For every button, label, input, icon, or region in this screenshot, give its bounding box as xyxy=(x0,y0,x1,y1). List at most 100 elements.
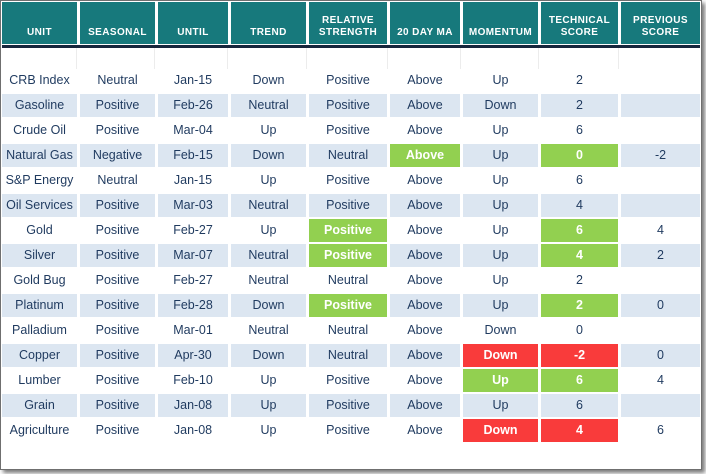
cell-until-lumber: Feb-10 xyxy=(158,369,228,392)
cell-seasonal-natural-gas: Negative xyxy=(80,144,155,167)
table-row-grain: Grain Positive Jan-08 Up Positive Above Up 6 xyxy=(2,394,700,417)
cell-20-day-ma-agriculture: Above xyxy=(390,419,460,442)
cell-seasonal-silver: Positive xyxy=(80,244,155,267)
cell-until-crude-oil: Mar-04 xyxy=(158,119,228,142)
cell-previous-score-natural-gas: -2 xyxy=(621,144,700,167)
cell-relative-strength-natural-gas: Neutral xyxy=(309,144,387,167)
cell-unit-crb-index: CRB Index xyxy=(2,69,77,92)
cell-20-day-ma-gold: Above xyxy=(390,219,460,242)
cell-seasonal-palladium: Positive xyxy=(80,319,155,342)
table-row-lumber: Lumber Positive Feb-10 Up Positive Above Up 6 4 xyxy=(2,369,700,392)
cell-trend-natural-gas: Down xyxy=(231,144,306,167)
cell-unit-copper: Copper xyxy=(2,344,77,367)
cell-momentum-palladium: Down xyxy=(463,319,538,342)
spacer-cell xyxy=(80,48,156,69)
cell-20-day-ma-silver: Above xyxy=(390,244,460,267)
cell-seasonal-agriculture: Positive xyxy=(80,419,155,442)
cell-technical-score-gasoline: 2 xyxy=(541,94,618,117)
table-row-crude-oil: Crude Oil Positive Mar-04 Up Positive Above Up… xyxy=(2,119,700,142)
cell-unit-silver: Silver xyxy=(2,244,77,267)
table-row-gold: Gold Positive Feb-27 Up Positive Above Up 6 4 xyxy=(2,219,700,242)
cell-until-silver: Mar-07 xyxy=(158,244,228,267)
spacer-cell xyxy=(391,48,461,69)
cell-previous-score-copper: 0 xyxy=(621,344,700,367)
cell-technical-score-gold: 6 xyxy=(541,219,618,242)
cell-relative-strength-crude-oil: Positive xyxy=(309,119,387,142)
cell-seasonal-gasoline: Positive xyxy=(80,94,155,117)
cell-unit-s-p-energy: S&P Energy xyxy=(2,169,77,192)
cell-trend-gold: Up xyxy=(231,219,306,242)
cell-trend-oil-services: Neutral xyxy=(231,194,306,217)
cell-20-day-ma-s-p-energy: Above xyxy=(390,169,460,192)
cell-20-day-ma-copper: Above xyxy=(390,344,460,367)
cell-20-day-ma-natural-gas: Above xyxy=(390,144,460,167)
spacer-cell xyxy=(542,48,619,69)
cell-until-copper: Apr-30 xyxy=(158,344,228,367)
cell-relative-strength-oil-services: Positive xyxy=(309,194,387,217)
cell-unit-crude-oil: Crude Oil xyxy=(2,119,77,142)
cell-trend-palladium: Neutral xyxy=(231,319,306,342)
cell-technical-score-agriculture: 4 xyxy=(541,419,618,442)
table-row-natural-gas: Natural Gas Negative Feb-15 Down Neutral Abov… xyxy=(2,144,700,167)
spacer-cell xyxy=(2,48,78,69)
cell-previous-score-silver: 2 xyxy=(621,244,700,267)
cell-relative-strength-agriculture: Positive xyxy=(309,419,387,442)
spacer-cell xyxy=(464,48,539,69)
table-row-crb-index: CRB Index Neutral Jan-15 Down Positive Above U… xyxy=(2,69,700,92)
cell-seasonal-copper: Positive xyxy=(80,344,155,367)
table-row-agriculture: Agriculture Positive Jan-08 Up Positive Above… xyxy=(2,419,700,442)
cell-unit-grain: Grain xyxy=(2,394,77,417)
cell-relative-strength-copper: Neutral xyxy=(309,344,387,367)
cell-seasonal-lumber: Positive xyxy=(80,369,155,392)
cell-technical-score-lumber: 6 xyxy=(541,369,618,392)
cell-relative-strength-gold: Positive xyxy=(309,219,387,242)
commodity-score-table: UNIT SEASONAL UNTIL TREND RELATIVE STRENGTH 2… xyxy=(1,1,701,445)
cell-previous-score-agriculture: 6 xyxy=(621,419,700,442)
cell-unit-palladium: Palladium xyxy=(2,319,77,342)
cell-relative-strength-gold-bug: Neutral xyxy=(309,269,387,292)
cell-momentum-gasoline: Down xyxy=(463,94,538,117)
cell-20-day-ma-crude-oil: Above xyxy=(390,119,460,142)
cell-relative-strength-platinum: Positive xyxy=(309,294,387,317)
cell-previous-score-s-p-energy xyxy=(621,169,700,192)
cell-20-day-ma-oil-services: Above xyxy=(390,194,460,217)
table-row-palladium: Palladium Positive Mar-01 Neutral Neutral Abo… xyxy=(2,319,700,342)
cell-until-gold: Feb-27 xyxy=(158,219,228,242)
cell-unit-gold: Gold xyxy=(2,219,77,242)
cell-until-grain: Jan-08 xyxy=(158,394,228,417)
cell-momentum-silver: Up xyxy=(463,244,538,267)
cell-unit-agriculture: Agriculture xyxy=(2,419,77,442)
cell-trend-s-p-energy: Up xyxy=(231,169,306,192)
cell-seasonal-grain: Positive xyxy=(80,394,155,417)
column-header-technical-score: TECHNICAL SCORE xyxy=(541,2,618,44)
spacer-cell xyxy=(622,48,700,69)
cell-trend-copper: Down xyxy=(231,344,306,367)
cell-technical-score-platinum: 2 xyxy=(541,294,618,317)
table-row-gasoline: Gasoline Positive Feb-26 Neutral Positive Abo… xyxy=(2,94,700,117)
column-header-until: UNTIL xyxy=(158,2,228,44)
cell-relative-strength-silver: Positive xyxy=(309,244,387,267)
table-row-copper: Copper Positive Apr-30 Down Neutral Above Down… xyxy=(2,344,700,367)
cell-20-day-ma-platinum: Above xyxy=(390,294,460,317)
cell-trend-gold-bug: Neutral xyxy=(231,269,306,292)
column-header-momentum: MOMENTUM xyxy=(463,2,538,44)
cell-previous-score-palladium xyxy=(621,319,700,342)
cell-momentum-crb-index: Up xyxy=(463,69,538,92)
cell-technical-score-gold-bug: 2 xyxy=(541,269,618,292)
cell-until-platinum: Feb-28 xyxy=(158,294,228,317)
cell-until-gasoline: Feb-26 xyxy=(158,94,228,117)
cell-seasonal-crb-index: Neutral xyxy=(80,69,155,92)
cell-technical-score-s-p-energy: 6 xyxy=(541,169,618,192)
cell-technical-score-grain: 6 xyxy=(541,394,618,417)
cell-trend-lumber: Up xyxy=(231,369,306,392)
cell-until-natural-gas: Feb-15 xyxy=(158,144,228,167)
cell-until-agriculture: Jan-08 xyxy=(158,419,228,442)
cell-momentum-platinum: Up xyxy=(463,294,538,317)
table-row-gold-bug: Gold Bug Positive Feb-27 Neutral Neutral Abov… xyxy=(2,269,700,292)
cell-technical-score-palladium: 0 xyxy=(541,319,618,342)
cell-momentum-grain: Up xyxy=(463,394,538,417)
cell-previous-score-lumber: 4 xyxy=(621,369,700,392)
table-row-platinum: Platinum Positive Feb-28 Down Positive Above U… xyxy=(2,294,700,317)
cell-20-day-ma-lumber: Above xyxy=(390,369,460,392)
cell-previous-score-gold-bug xyxy=(621,269,700,292)
